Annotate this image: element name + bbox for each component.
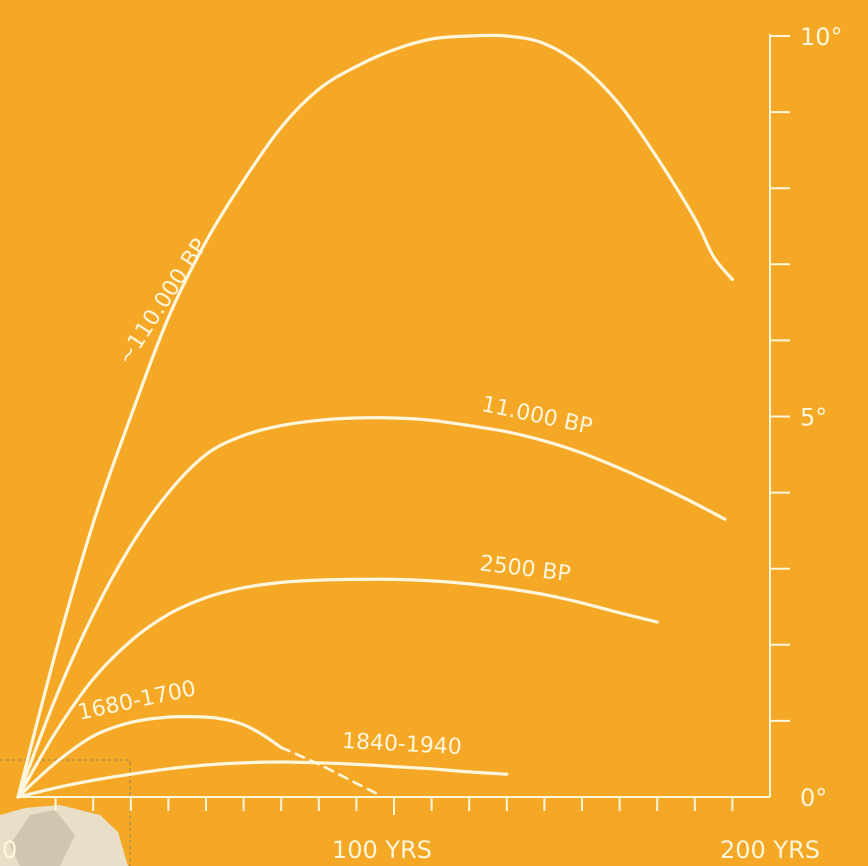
x-tick-label-200-yrs: 200 YRS xyxy=(720,836,820,864)
series-line-11-000-bp xyxy=(16,416,727,799)
x-tick-label-0: 0 xyxy=(2,836,17,864)
paper-patch xyxy=(0,805,128,866)
y-tick-label-0: 0° xyxy=(800,784,827,812)
y-tick-label-10: 10° xyxy=(800,23,843,51)
series-label-11-000-bp: 11.000 BP xyxy=(479,392,594,440)
series-label-1840-1940: 1840-1940 xyxy=(341,729,462,760)
series-line-110-000-bp xyxy=(16,33,734,799)
series-line-1680-1700 xyxy=(16,714,283,799)
series-line-2500-bp xyxy=(16,577,659,799)
curves xyxy=(16,33,734,799)
series-line-dashed-continuation xyxy=(279,746,381,796)
series-line-1840-1940 xyxy=(16,760,509,799)
axes xyxy=(18,34,790,815)
series-label-110-000-bp: ~110.000 BP xyxy=(113,235,213,370)
x-tick-label-100-yrs: 100 YRS xyxy=(332,836,432,864)
y-tick-label-5: 5° xyxy=(800,404,827,432)
series-label-2500-bp: 2500 BP xyxy=(478,551,572,587)
series-label-1680-1700: 1680-1700 xyxy=(76,676,198,725)
labels: 0 100 YRS 200 YRS 0° 5° 10° ~110.000 BP 11.000 … xyxy=(2,23,843,864)
origin-box xyxy=(0,759,131,866)
